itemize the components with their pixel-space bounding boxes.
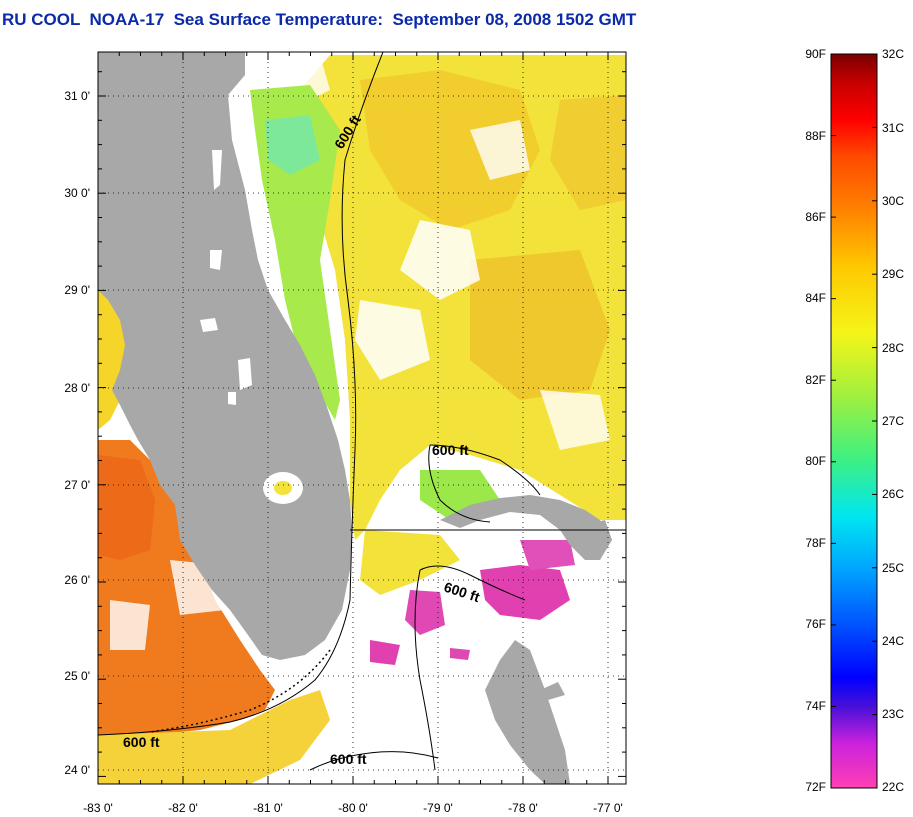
cold-water-patch: [480, 565, 570, 620]
contour-label: 600 ft: [123, 734, 160, 750]
colorbar-f-label: 90F: [805, 47, 826, 61]
bahamas-land: [440, 495, 612, 560]
colorbar-c-label: 32C: [882, 47, 904, 61]
lat-tick-label: 26 0': [64, 573, 90, 587]
cloud-patch: [110, 600, 150, 650]
cloud-patch: [540, 390, 610, 450]
map-title: RU COOL NOAA-17 Sea Surface Temperature:…: [2, 10, 637, 29]
colorbar-c-label: 27C: [882, 414, 904, 428]
lat-tick-label: 25 0': [64, 669, 90, 683]
colorbar-c-label: 29C: [882, 267, 904, 281]
lon-tick-label: -83 0': [83, 801, 113, 815]
atlantic-orange-patch-3: [550, 95, 626, 210]
shelf-yellow-south: [360, 530, 460, 595]
lat-tick-label: 29 0': [64, 283, 90, 297]
inland-lakes: [200, 150, 252, 405]
colorbar: 90F 88F 86F 84F 82F 80F 78F 76F 74F 72F …: [805, 47, 904, 794]
atlantic-orange-patch: [360, 70, 540, 230]
cold-water-patch: [370, 640, 400, 665]
colorbar-gradient: [830, 53, 878, 789]
lat-tick-label: 24 0': [64, 763, 90, 777]
lat-tick-label: 30 0': [64, 186, 90, 200]
shelf-cyan-patch: [265, 115, 320, 175]
colorbar-ticks: [831, 53, 877, 789]
cloud-patch: [400, 220, 480, 300]
lon-tick-label: -82 0': [168, 801, 198, 815]
island-land: [585, 520, 612, 552]
colorbar-f-label: 78F: [805, 536, 826, 550]
colorbar-c-label: 26C: [882, 487, 904, 501]
shelf-cool-water: [250, 85, 340, 420]
contour-label: 600 ft: [432, 442, 469, 458]
colorbar-f-label: 80F: [805, 454, 826, 468]
colorbar-c-label: 25C: [882, 561, 904, 575]
lat-tick-label: 31 0': [64, 89, 90, 103]
colorbar-f-label: 76F: [805, 617, 826, 631]
lon-tick-label: -78 0': [508, 801, 538, 815]
cloud-patch: [470, 120, 530, 180]
colorbar-c-label: 28C: [882, 341, 904, 355]
lon-tick-label: -77 0': [593, 801, 623, 815]
colorbar-c-label: 22C: [882, 780, 904, 794]
colorbar-f-label: 82F: [805, 373, 826, 387]
colorbar-f-label: 74F: [805, 699, 826, 713]
isobath-600ft: [98, 52, 541, 771]
colorbar-c-label: 30C: [882, 194, 904, 208]
map-frame: [97, 51, 627, 785]
lake-okeechobee-water: [274, 481, 292, 495]
andros-land: [485, 640, 570, 784]
florida-land: [98, 52, 352, 660]
island-land: [540, 682, 565, 700]
contour-label: 600 ft: [330, 751, 367, 767]
gulf-deep-orange: [98, 455, 155, 560]
cold-water-patch: [520, 540, 575, 570]
colorbar-f-label: 86F: [805, 210, 826, 224]
florida-keys: [149, 649, 331, 733]
axis-ticks: [97, 52, 626, 784]
lat-tick-label: 28 0': [64, 381, 90, 395]
cloud-patch: [355, 300, 430, 380]
colorbar-f-label: 84F: [805, 291, 826, 305]
colorbar-c-label: 31C: [882, 121, 904, 135]
lon-tick-label: -79 0': [423, 801, 453, 815]
atlantic-warm-water: [290, 55, 626, 540]
cold-water-patch: [450, 648, 470, 660]
lon-tick-label: -81 0': [253, 801, 283, 815]
atlantic-orange-patch-2: [470, 250, 610, 400]
gulf-yellow-south: [98, 690, 330, 784]
lat-tick-label: 27 0': [64, 478, 90, 492]
colorbar-f-label: 72F: [805, 780, 826, 794]
colorbar-c-label: 23C: [882, 707, 904, 721]
colorbar-c-label: 24C: [882, 634, 904, 648]
colorbar-f-label: 88F: [805, 129, 826, 143]
graticule: [98, 52, 626, 784]
sst-map[interactable]: [98, 52, 626, 784]
lon-tick-label: -80 0': [338, 801, 368, 815]
